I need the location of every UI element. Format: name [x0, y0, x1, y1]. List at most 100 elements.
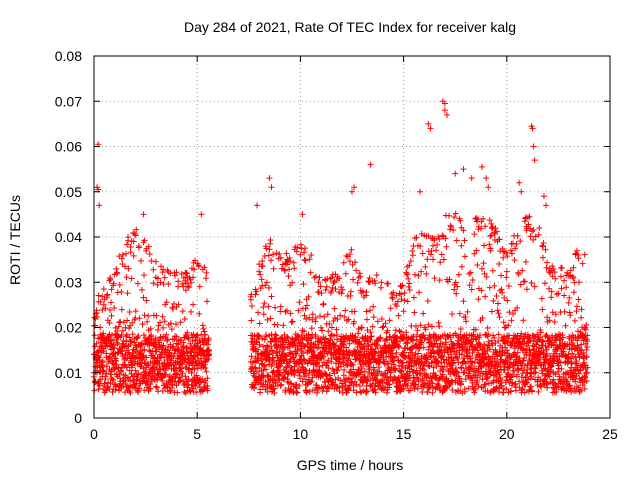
data-point: [583, 346, 590, 353]
data-point: [154, 376, 161, 383]
data-point: [345, 316, 352, 323]
data-point: [119, 327, 126, 334]
data-point: [521, 218, 528, 225]
data-point: [332, 342, 339, 349]
data-point: [261, 362, 268, 369]
data-point: [471, 250, 478, 257]
data-point: [362, 292, 369, 299]
data-point: [527, 233, 534, 240]
data-point: [399, 282, 406, 289]
data-point: [370, 314, 377, 321]
data-point: [479, 163, 486, 170]
data-point: [297, 345, 304, 352]
data-point: [112, 324, 119, 331]
data-point: [437, 368, 444, 375]
y-tick-label: 0.06: [55, 139, 82, 155]
data-point: [259, 263, 266, 270]
data-point: [583, 378, 590, 385]
data-point: [248, 317, 255, 324]
data-point: [282, 308, 289, 315]
data-point: [572, 361, 579, 368]
data-point: [453, 237, 460, 244]
data-point: [307, 269, 314, 276]
data-point: [336, 388, 343, 395]
data-point: [491, 334, 498, 341]
data-point: [92, 379, 99, 386]
data-point: [278, 265, 285, 272]
data-point: [396, 328, 403, 335]
data-point: [344, 357, 351, 364]
data-point: [553, 291, 560, 298]
data-point: [558, 365, 565, 372]
data-point: [403, 270, 410, 277]
data-point: [482, 223, 489, 230]
data-point: [154, 281, 161, 288]
data-point: [422, 326, 429, 333]
data-point: [199, 376, 206, 383]
data-point: [265, 252, 272, 259]
data-point: [308, 325, 315, 332]
data-point: [577, 387, 584, 394]
data-point: [410, 333, 417, 340]
data-point: [250, 345, 257, 352]
data-point: [110, 280, 117, 287]
data-point: [526, 347, 533, 354]
data-point: [549, 263, 556, 270]
data-point: [515, 271, 522, 278]
data-point: [460, 298, 467, 305]
data-point: [547, 366, 554, 373]
data-point: [566, 309, 573, 316]
data-point: [159, 313, 166, 320]
data-point: [495, 300, 502, 307]
data-point: [577, 367, 584, 374]
data-point: [411, 353, 418, 360]
data-point: [374, 318, 381, 325]
data-point: [104, 317, 111, 324]
data-point: [561, 277, 568, 284]
data-point: [570, 264, 577, 271]
data-point: [367, 376, 374, 383]
data-point: [136, 315, 143, 322]
data-point: [581, 359, 588, 366]
data-point: [256, 341, 263, 348]
data-point: [167, 320, 174, 327]
data-point: [255, 309, 262, 316]
data-point: [184, 345, 191, 352]
data-point: [496, 371, 503, 378]
data-point: [205, 336, 212, 343]
data-point: [357, 273, 364, 280]
data-point: [141, 346, 148, 353]
data-point: [582, 326, 589, 333]
data-point: [96, 202, 103, 209]
data-point: [180, 343, 187, 350]
data-point: [584, 338, 591, 345]
data-point: [581, 373, 588, 380]
data-point: [160, 342, 167, 349]
data-point: [526, 352, 533, 359]
data-point: [537, 329, 544, 336]
data-point: [303, 316, 310, 323]
data-point: [544, 381, 551, 388]
data-point: [322, 287, 329, 294]
data-point: [504, 297, 511, 304]
data-point: [257, 389, 264, 396]
data-point: [359, 379, 366, 386]
data-point: [110, 377, 117, 384]
data-point: [453, 290, 460, 297]
data-point: [135, 333, 142, 340]
data-point: [276, 251, 283, 258]
data-point: [565, 299, 572, 306]
data-point: [347, 369, 354, 376]
data-point: [111, 344, 118, 351]
data-point: [462, 314, 469, 321]
data-point: [326, 372, 333, 379]
data-point: [312, 318, 319, 325]
data-point: [471, 231, 478, 238]
data-point: [367, 337, 374, 344]
data-point: [386, 381, 393, 388]
data-point: [145, 313, 152, 320]
data-point: [401, 290, 408, 297]
data-point: [152, 258, 159, 265]
data-point: [469, 349, 476, 356]
data-point: [302, 305, 309, 312]
